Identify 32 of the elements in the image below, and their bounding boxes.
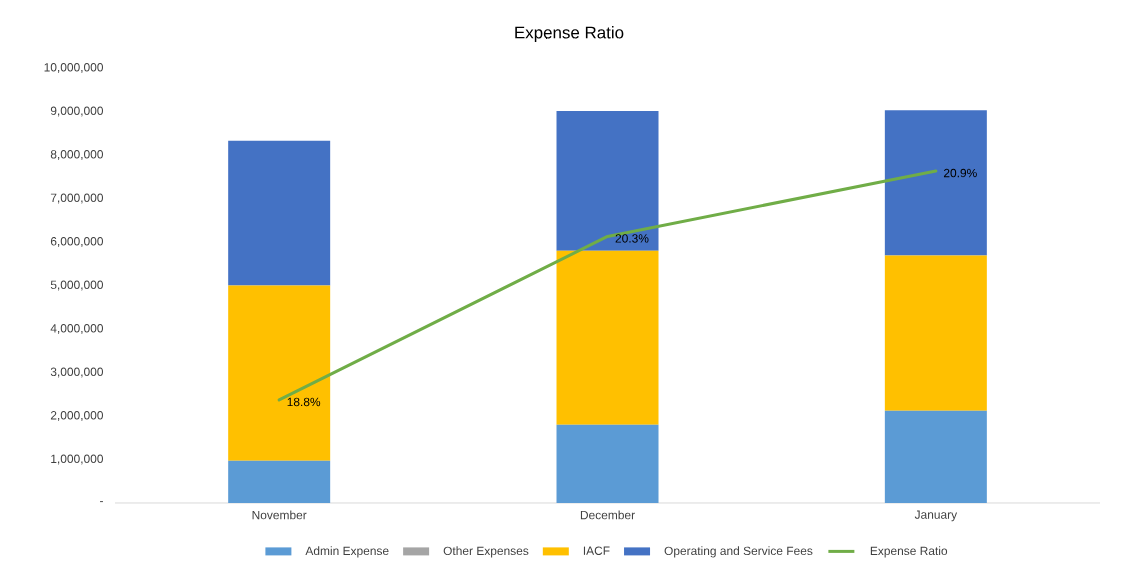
legend-label: Other Expenses: [443, 546, 529, 558]
y-tick-label: 4,000,000: [50, 324, 104, 334]
chart-title: Expense Ratio: [515, 26, 624, 42]
data-label: 18.8%: [287, 397, 321, 407]
y-tick-label: 3,000,000: [50, 367, 104, 378]
bar: [228, 140, 331, 286]
legend-label: Expense Ratio: [870, 546, 948, 558]
bar: [556, 111, 659, 251]
legend-label: Operating and Service Fees: [664, 546, 813, 558]
bar: [884, 110, 987, 256]
y-tick-label: 10,000,000: [44, 63, 104, 73]
bar: [556, 424, 659, 503]
x-tick-label: November: [252, 510, 307, 520]
legend-label: IACF: [583, 546, 610, 555]
y-tick-label: 9,000,000: [50, 106, 104, 117]
y-tick-label: 8,000,000: [50, 150, 104, 160]
data-label: 20.9%: [943, 168, 977, 178]
bar: [884, 255, 987, 411]
bar: [884, 410, 987, 503]
y-tick-label: 6,000,000: [50, 237, 104, 247]
x-tick-label: January: [914, 510, 958, 522]
data-label: 20.3%: [615, 234, 649, 243]
y-tick-label: 2,000,000: [50, 411, 104, 421]
bar: [228, 460, 331, 503]
y-tick-label: 1,000,000: [51, 454, 104, 465]
y-tick-label: 5,000,000: [50, 280, 104, 291]
x-tick-label: December: [580, 510, 635, 520]
y-tick-label: 7,000,000: [50, 193, 104, 204]
bar: [228, 285, 331, 461]
y-tick-label: -: [100, 501, 103, 503]
bar: [556, 250, 659, 425]
legend-label: Admin Expense: [305, 546, 389, 558]
